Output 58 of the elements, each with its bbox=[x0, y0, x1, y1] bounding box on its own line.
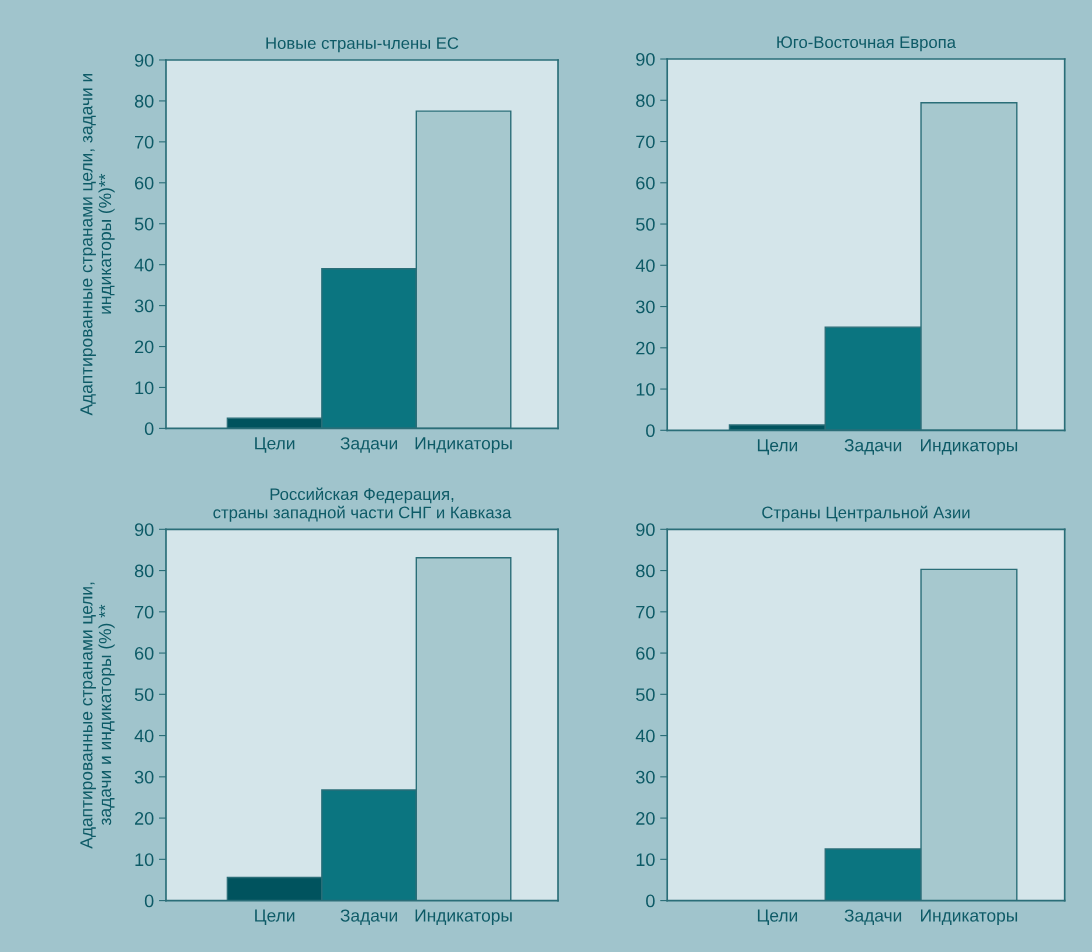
y-tick-label: 10 bbox=[636, 382, 655, 396]
y-tick-label: 10 bbox=[135, 381, 154, 395]
x-tick-label: Цели bbox=[255, 437, 295, 453]
chart-title: Новые страны-члены ЕС bbox=[266, 37, 459, 53]
y-tick-label: 30 bbox=[636, 300, 655, 314]
y-tick-label: 90 bbox=[134, 523, 154, 537]
y-tick-label: 20 bbox=[135, 812, 154, 825]
y-tick-label: 50 bbox=[636, 217, 655, 231]
y-tick-label: 10 bbox=[135, 853, 154, 867]
x-tick-label: Цели bbox=[255, 909, 295, 925]
y-tick-label: 30 bbox=[134, 299, 154, 313]
y-tick-label: 60 bbox=[135, 176, 154, 190]
x-tick-label: Индикаторы bbox=[415, 437, 512, 453]
x-tick-label: Задачи bbox=[844, 439, 902, 455]
y-tick-label: 30 bbox=[636, 770, 655, 784]
y-tick-label: 10 bbox=[636, 853, 655, 867]
y-tick-label: 80 bbox=[636, 564, 655, 578]
y-tick-label: 50 bbox=[134, 217, 154, 231]
y-tick-label: 50 bbox=[134, 688, 154, 702]
y-tick-label: 80 bbox=[636, 94, 655, 107]
y-tick-label: 0 bbox=[144, 422, 154, 436]
x-tick-label: Индикаторы bbox=[415, 909, 512, 926]
y-tick-label: 70 bbox=[636, 135, 655, 149]
chart-title: Юго-Восточная Европа bbox=[777, 36, 956, 52]
x-tick-label: Задачи bbox=[340, 909, 398, 925]
x-tick-label: Индикаторы bbox=[921, 909, 1018, 926]
x-tick-label: Задачи bbox=[340, 437, 398, 453]
y-tick-label: 20 bbox=[636, 341, 655, 355]
y-tick-label: 0 bbox=[144, 894, 154, 908]
y-tick-label: 60 bbox=[135, 647, 154, 660]
y-tick-label: 80 bbox=[134, 564, 154, 578]
y-tick-label: 90 bbox=[636, 52, 655, 66]
x-tick-label: Индикаторы bbox=[921, 439, 1018, 455]
y-tick-label: 40 bbox=[635, 259, 655, 273]
y-axis-title: Адаптированные странами цели, задачи и индикаторы (%) ** bbox=[80, 582, 115, 849]
y-tick-label: 30 bbox=[134, 770, 154, 784]
y-tick-label: 80 bbox=[134, 94, 154, 108]
y-tick-label: 70 bbox=[636, 605, 655, 619]
y-tick-label: 90 bbox=[134, 53, 154, 67]
y-tick-label: 60 bbox=[636, 647, 655, 660]
y-axis-title: Адаптированные странами цели, задачи и индикаторы (%)** bbox=[80, 74, 115, 416]
chart-title: Российская Федерация, страны западной части СНГ и Кавказа bbox=[213, 487, 512, 522]
y-tick-label: 90 bbox=[636, 523, 655, 537]
y-tick-label: 40 bbox=[134, 729, 154, 743]
y-tick-label: 0 bbox=[646, 894, 655, 908]
y-tick-label: 50 bbox=[636, 688, 655, 702]
y-tick-label: 70 bbox=[135, 605, 154, 619]
y-tick-label: 0 bbox=[646, 424, 655, 438]
chart-title: Страны Центральной Азии bbox=[762, 505, 970, 522]
y-tick-label: 70 bbox=[135, 135, 154, 149]
y-tick-label: 40 bbox=[134, 258, 154, 272]
y-tick-label: 60 bbox=[636, 176, 655, 190]
y-tick-label: 40 bbox=[635, 729, 655, 743]
y-tick-label: 20 bbox=[135, 340, 154, 354]
y-tick-label: 20 bbox=[636, 812, 655, 825]
x-tick-label: Цели bbox=[757, 439, 798, 455]
x-tick-label: Задачи bbox=[844, 909, 902, 925]
x-tick-label: Цели bbox=[757, 909, 798, 925]
